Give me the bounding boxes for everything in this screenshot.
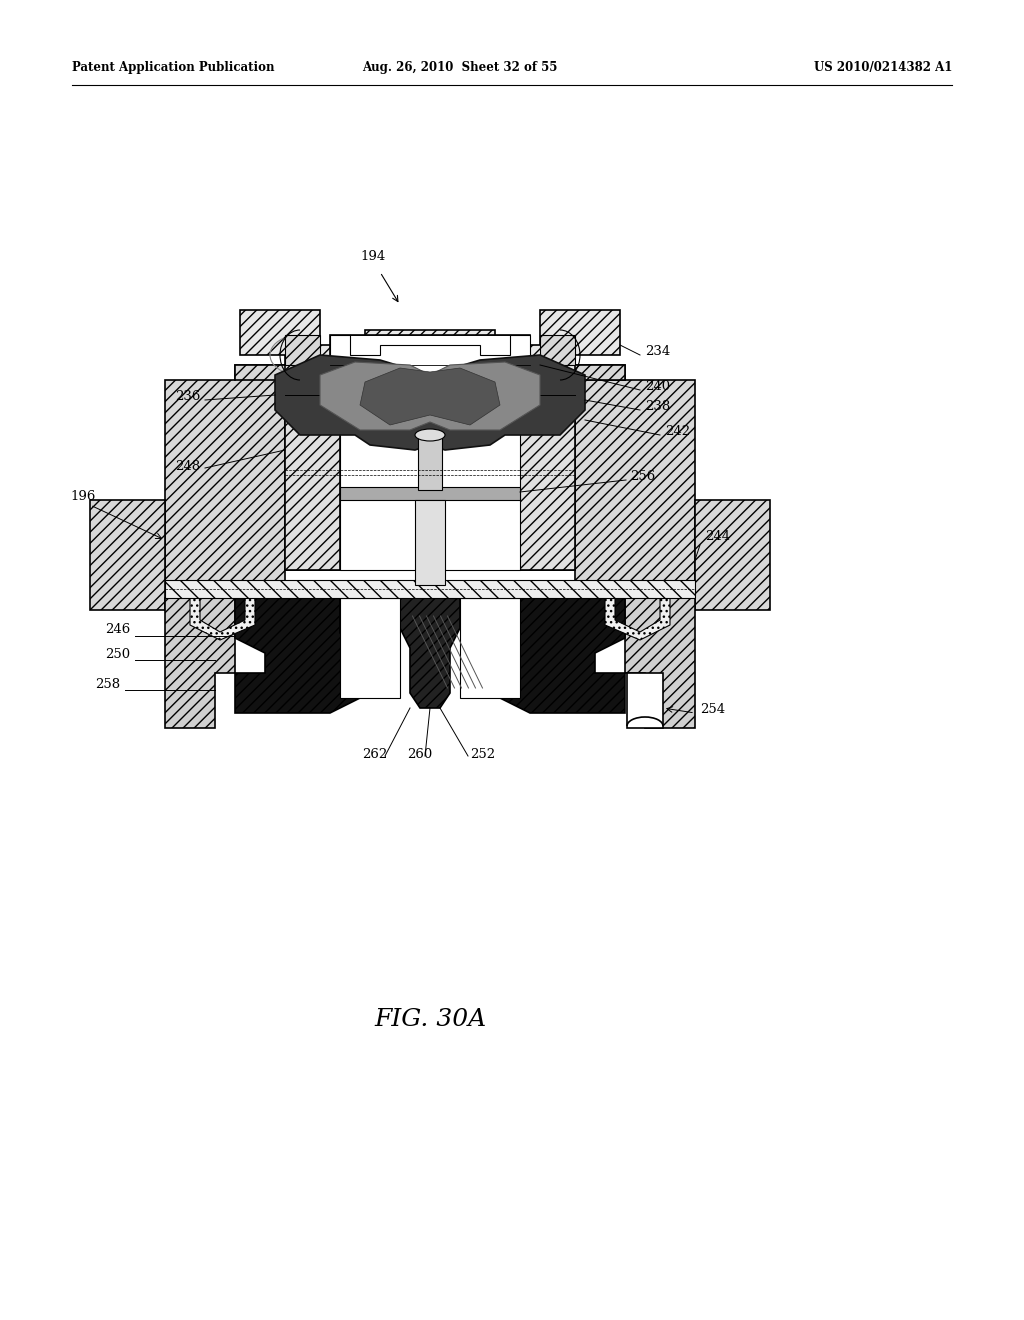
Polygon shape — [90, 500, 165, 610]
Bar — [460, 598, 520, 698]
Bar — [415, 500, 445, 585]
Bar — [540, 335, 575, 366]
Text: 236: 236 — [175, 389, 200, 403]
Polygon shape — [605, 585, 670, 640]
Text: Patent Application Publication: Patent Application Publication — [72, 62, 274, 74]
Polygon shape — [165, 366, 285, 610]
Text: 194: 194 — [360, 249, 385, 263]
Polygon shape — [240, 310, 620, 380]
Text: 258: 258 — [95, 678, 120, 690]
Polygon shape — [360, 368, 500, 425]
Bar — [627, 673, 663, 729]
Polygon shape — [400, 598, 460, 708]
Text: 240: 240 — [645, 380, 670, 393]
Polygon shape — [190, 585, 255, 640]
Ellipse shape — [415, 429, 445, 441]
Text: 260: 260 — [408, 748, 432, 762]
Polygon shape — [340, 487, 520, 500]
Bar — [330, 335, 530, 380]
Polygon shape — [695, 500, 770, 610]
Bar — [418, 436, 442, 490]
Text: 238: 238 — [645, 400, 671, 413]
Bar — [340, 598, 400, 698]
Bar — [165, 579, 695, 598]
Polygon shape — [520, 380, 575, 570]
Text: US 2010/0214382 A1: US 2010/0214382 A1 — [814, 62, 952, 74]
Polygon shape — [575, 366, 695, 610]
Text: 196: 196 — [70, 490, 95, 503]
Polygon shape — [234, 598, 360, 713]
Text: 250: 250 — [104, 648, 130, 661]
Text: 246: 246 — [104, 623, 130, 636]
Polygon shape — [625, 598, 695, 729]
Text: FIG. 30A: FIG. 30A — [374, 1008, 486, 1031]
Bar — [340, 395, 520, 570]
Text: 244: 244 — [705, 531, 730, 543]
Bar — [340, 380, 520, 395]
Text: 242: 242 — [665, 425, 690, 438]
Text: 262: 262 — [362, 748, 388, 762]
Bar — [234, 366, 625, 380]
Text: 254: 254 — [700, 704, 725, 715]
Text: 256: 256 — [630, 470, 655, 483]
Text: Aug. 26, 2010  Sheet 32 of 55: Aug. 26, 2010 Sheet 32 of 55 — [362, 62, 558, 74]
Text: 234: 234 — [645, 345, 671, 358]
Polygon shape — [319, 362, 540, 430]
Polygon shape — [165, 598, 234, 729]
Text: 248: 248 — [175, 459, 200, 473]
Polygon shape — [330, 335, 530, 380]
Text: 252: 252 — [470, 748, 496, 762]
Polygon shape — [275, 355, 585, 450]
Bar — [285, 335, 319, 366]
Polygon shape — [285, 380, 340, 570]
Polygon shape — [500, 598, 625, 713]
